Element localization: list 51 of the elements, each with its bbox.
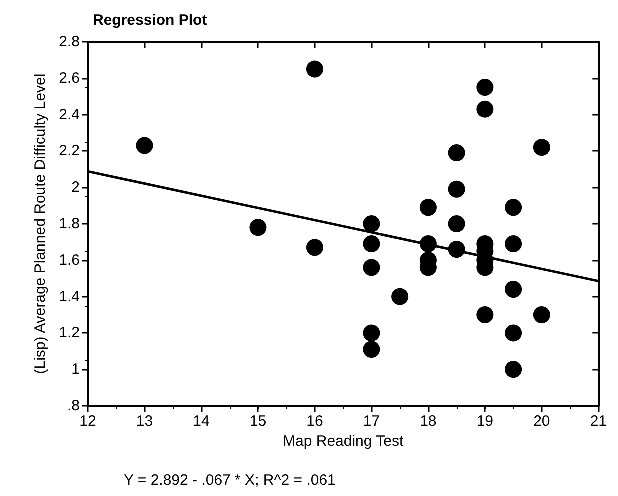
y-tick-label: 2.4 [59, 106, 80, 124]
x-tick-label: 15 [250, 413, 267, 430]
x-tick-label: 20 [534, 413, 550, 430]
point [363, 236, 380, 253]
x-tick-label: 19 [476, 413, 494, 430]
y-tick-label: 1.2 [59, 324, 80, 342]
point [306, 60, 324, 78]
y-tick-label: 2 [72, 179, 80, 196]
point [363, 324, 380, 342]
point [306, 239, 324, 256]
point [250, 219, 267, 236]
point [448, 180, 466, 198]
text: Y = 2.892 - .067 * X; R^2 = .061 [124, 472, 336, 489]
x-tick-label: 18 [420, 413, 437, 430]
point [448, 144, 466, 162]
x-tick-label: 13 [136, 413, 154, 430]
point [476, 100, 494, 118]
point [476, 79, 494, 96]
point [363, 341, 380, 358]
y-tick-label: 1 [72, 361, 80, 378]
point [448, 240, 466, 258]
point [505, 281, 522, 298]
x-axis-title: Map Reading Test [283, 432, 404, 450]
point [533, 139, 550, 156]
y-tick-label: .8 [67, 398, 80, 414]
point [505, 324, 522, 342]
x-tick-label: 16 [306, 413, 324, 430]
y-tick-label: 2.6 [59, 70, 80, 87]
x-tick-label: 14 [193, 413, 210, 430]
point [476, 306, 494, 324]
point [505, 236, 522, 253]
x-tick-label: 12 [80, 413, 96, 430]
point [420, 199, 437, 216]
y-tick-label: 1.6 [59, 252, 80, 269]
point [136, 137, 154, 154]
point [363, 216, 380, 232]
point [505, 199, 522, 216]
y-tick-label: 2.8 [59, 34, 80, 50]
y-tick-label: 1.4 [59, 288, 80, 306]
point [363, 259, 380, 276]
y-axis-title: (Lisp) Average Planned Route Difficulty Level [32, 74, 50, 374]
x-tick-label: 17 [363, 413, 380, 430]
chart-title: Regression Plot [93, 12, 208, 29]
y-tick-label: 2.2 [59, 142, 80, 160]
point [448, 216, 466, 232]
y-tick-label: 1.8 [59, 216, 80, 232]
point [392, 288, 409, 306]
x-tick-label: 21 [590, 413, 607, 430]
point [533, 306, 550, 324]
point [505, 361, 522, 378]
point [420, 236, 437, 253]
